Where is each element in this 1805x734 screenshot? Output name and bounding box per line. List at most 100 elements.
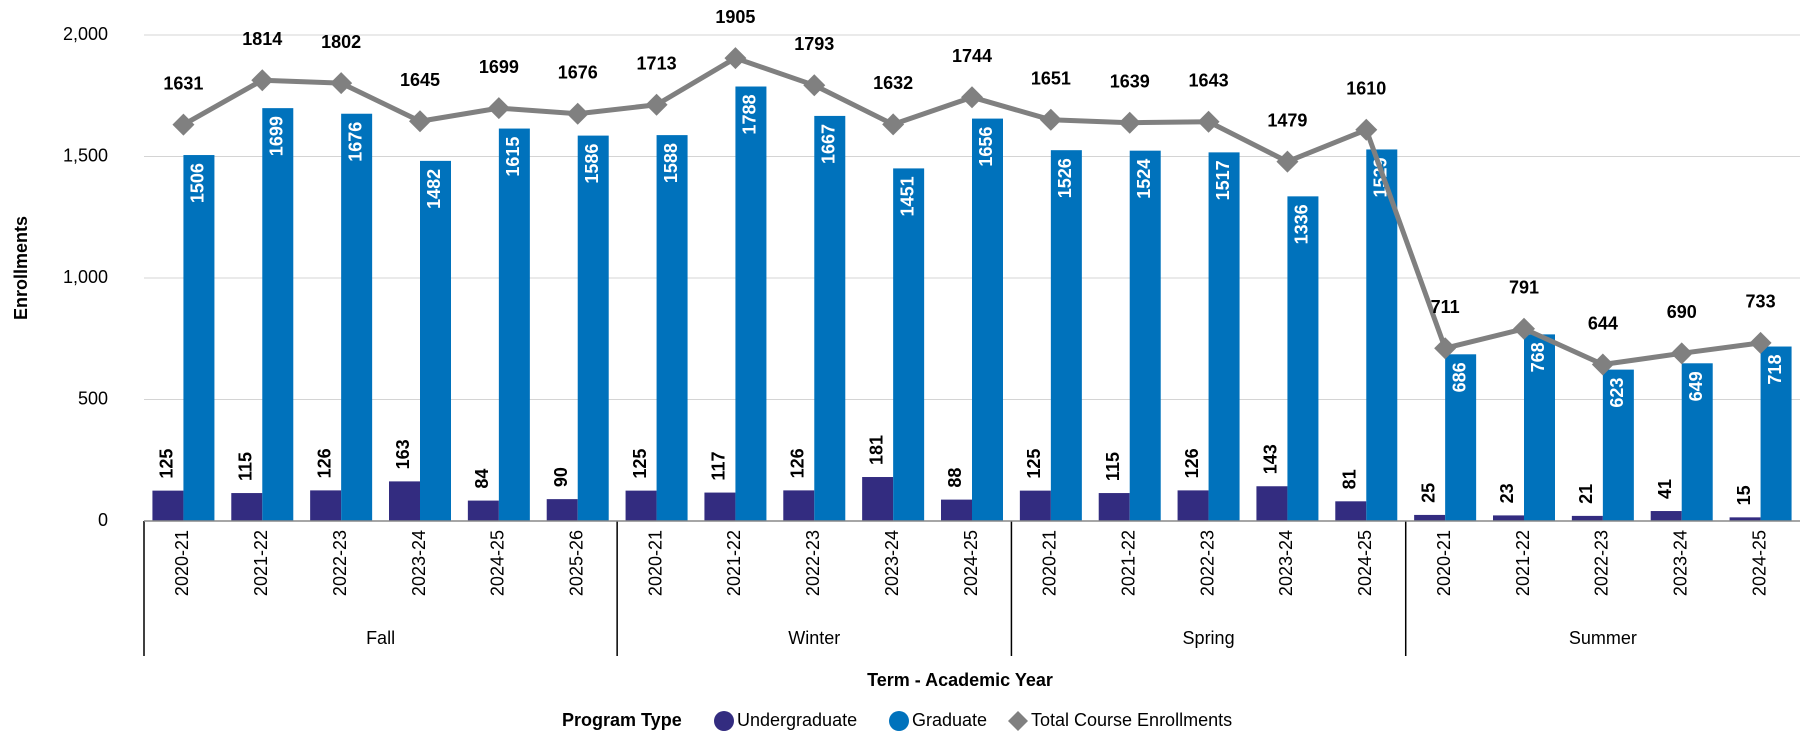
- data-label: 115: [236, 452, 256, 481]
- data-label: 1482: [424, 169, 444, 209]
- bar: [152, 490, 184, 521]
- data-label: 1645: [400, 70, 440, 90]
- data-label: 1643: [1189, 71, 1229, 91]
- bar: [341, 113, 373, 522]
- data-label: 126: [1182, 448, 1202, 478]
- marker: [251, 69, 274, 92]
- bar: [814, 115, 846, 521]
- x-tick-label: 2022-23: [1592, 530, 1612, 596]
- data-label: 1586: [582, 144, 602, 184]
- bar: [893, 168, 925, 522]
- bar: [735, 86, 767, 522]
- bar: [1571, 515, 1603, 521]
- x-tick-label: 2024-25: [488, 530, 508, 596]
- y-tick-label: 0: [98, 510, 108, 530]
- bar: [389, 481, 420, 521]
- data-label: 1639: [1110, 71, 1150, 91]
- data-label: 1793: [794, 34, 834, 54]
- data-label: 1676: [558, 62, 598, 82]
- data-label: 649: [1686, 371, 1706, 401]
- data-label: 81: [1340, 469, 1360, 489]
- bar: [783, 490, 815, 521]
- x-tick-label: 2021-22: [251, 530, 271, 596]
- bar: [1650, 511, 1682, 521]
- bar: [1208, 152, 1240, 521]
- data-label: 90: [551, 467, 571, 487]
- marker: [803, 74, 826, 97]
- x-tick-label: 2021-22: [724, 530, 744, 596]
- data-label: 125: [1024, 449, 1044, 479]
- x-tick-label: 2022-23: [330, 530, 350, 596]
- bar: [625, 490, 657, 521]
- data-label: 1667: [819, 124, 839, 164]
- data-label: 1336: [1292, 204, 1312, 244]
- legend-title: Program Type: [562, 710, 682, 730]
- x-tick-label: 2023-24: [409, 530, 429, 596]
- marker: [487, 97, 510, 120]
- bar: [1760, 346, 1792, 521]
- bar: [704, 492, 736, 521]
- y-tick-label: 2,000: [63, 24, 108, 44]
- marker: [1197, 110, 1220, 133]
- legend-label: Total Course Enrollments: [1031, 710, 1232, 730]
- data-label: 1651: [1031, 69, 1071, 89]
- bar: [1602, 369, 1634, 521]
- data-label: 623: [1607, 378, 1627, 408]
- data-label: 25: [1418, 483, 1438, 503]
- data-label: 690: [1667, 302, 1697, 322]
- data-label: 181: [866, 435, 886, 465]
- bar: [262, 108, 294, 521]
- legend-marker: [714, 711, 734, 731]
- data-label: 718: [1765, 355, 1785, 385]
- group-label: Winter: [788, 628, 840, 648]
- x-tick-label: 2023-24: [882, 530, 902, 596]
- bar: [577, 135, 609, 522]
- data-label: 143: [1261, 444, 1281, 474]
- data-label: 711: [1431, 297, 1460, 317]
- bar: [1098, 493, 1130, 521]
- data-label: 1699: [267, 116, 287, 156]
- marker: [1670, 342, 1693, 365]
- data-label: 126: [314, 448, 334, 478]
- bar: [1256, 486, 1288, 521]
- marker: [409, 110, 431, 133]
- bar: [1335, 501, 1367, 521]
- marker: [1513, 317, 1535, 340]
- data-label: 41: [1655, 479, 1675, 499]
- x-tick-label: 2021-22: [1513, 530, 1533, 596]
- bar: [1177, 490, 1209, 521]
- legend-label: Undergraduate: [737, 710, 857, 730]
- y-tick-label: 500: [78, 388, 108, 408]
- data-label: 1699: [479, 57, 519, 77]
- data-label: 126: [788, 448, 808, 478]
- data-label: 1524: [1134, 159, 1154, 199]
- x-tick-label: 2021-22: [1118, 530, 1138, 596]
- marker: [1039, 108, 1062, 131]
- x-tick-label: 2020-21: [1040, 530, 1060, 596]
- data-label: 1656: [976, 127, 996, 167]
- data-label: 1610: [1346, 79, 1386, 99]
- x-tick-label: 2020-21: [1434, 530, 1454, 596]
- bar: [1129, 150, 1161, 521]
- group-label: Spring: [1183, 628, 1235, 648]
- bar: [1019, 490, 1051, 521]
- bar: [467, 500, 499, 521]
- data-label: 1744: [952, 46, 992, 66]
- bar: [1681, 363, 1713, 521]
- bar: [1445, 354, 1477, 521]
- data-label: 768: [1528, 342, 1548, 372]
- x-tick-label: 2022-23: [803, 530, 823, 596]
- data-label: 1632: [873, 73, 913, 93]
- x-tick-label: 2025-26: [566, 530, 586, 596]
- data-label: 125: [630, 449, 650, 479]
- x-tick-label: 2022-23: [1197, 530, 1217, 596]
- group-label: Summer: [1569, 628, 1637, 648]
- marker: [1591, 353, 1614, 376]
- data-label: 1479: [1267, 110, 1307, 130]
- marker: [1276, 150, 1299, 173]
- data-label: 84: [472, 469, 492, 489]
- bar: [498, 128, 530, 521]
- legend-marker: [889, 711, 909, 731]
- data-label: 1802: [321, 32, 361, 52]
- marker: [1749, 331, 1772, 354]
